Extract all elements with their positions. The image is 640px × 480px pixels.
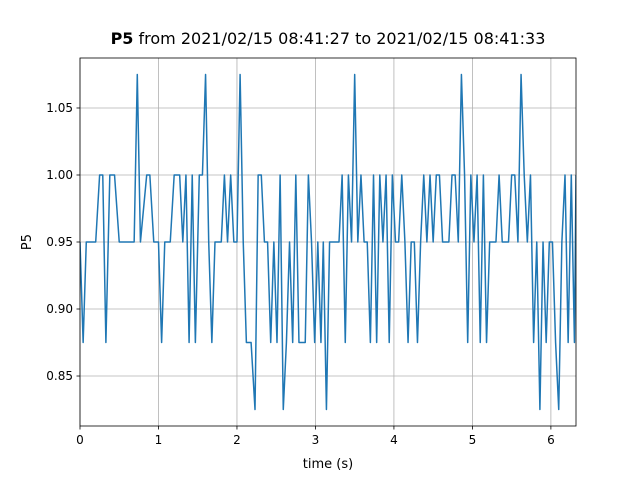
x-tick-label: 3	[312, 433, 320, 447]
title-bold: P5	[111, 29, 134, 48]
data-line	[80, 73, 576, 411]
y-axis-label: P5	[20, 234, 35, 250]
x-tick-label: 6	[547, 433, 555, 447]
y-tick-label: 1.05	[46, 101, 73, 115]
y-tick-label: 0.85	[46, 369, 73, 383]
x-tick-label: 5	[469, 433, 477, 447]
x-axis-label: time (s)	[303, 457, 353, 472]
x-tick-label: 2	[233, 433, 241, 447]
plot-frame	[79, 57, 577, 427]
x-tick-label: 0	[76, 433, 84, 447]
x-tick-label: 4	[390, 433, 398, 447]
chart-title: P5 from 2021/02/15 08:41:27 to 2021/02/1…	[111, 29, 546, 48]
y-tick-label: 0.90	[46, 302, 73, 316]
x-tick-label: 1	[155, 433, 163, 447]
title-rest: from 2021/02/15 08:41:27 to 2021/02/15 0…	[139, 29, 546, 48]
y-tick-label: 0.95	[46, 235, 73, 249]
y-tick-label: 1.00	[46, 168, 73, 182]
